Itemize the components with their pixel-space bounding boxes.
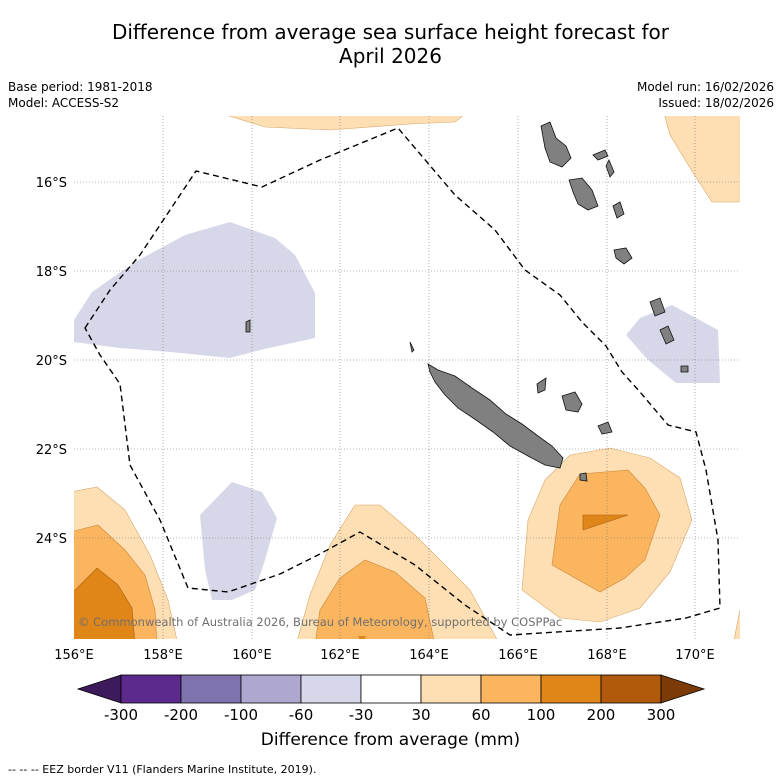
- fiji-west-2: [659, 325, 675, 345]
- colorbar-tick-label: -30: [349, 706, 374, 724]
- ambae: [592, 149, 609, 161]
- malekula: [568, 177, 599, 211]
- colorbar-segment: [180, 674, 242, 704]
- contour-100-southcentral: [358, 636, 366, 639]
- colorbar-tick-label: -60: [289, 706, 314, 724]
- colorbar-tick-label: 100: [527, 706, 556, 724]
- footnote: -- -- -- EEZ border V11 (Flanders Marine…: [8, 763, 317, 776]
- new-caledonia-island: [427, 363, 564, 469]
- issued-date: Issued: 18/02/2026: [658, 96, 774, 110]
- eez-border: [84, 127, 721, 636]
- colorbar-tick-label: -200: [164, 706, 198, 724]
- lat-label: 18°S: [36, 265, 67, 280]
- colorbar-tick-label: -100: [224, 706, 258, 724]
- colorbar-segment: [240, 674, 302, 704]
- colorbar-segment: [120, 674, 182, 704]
- lon-label: 158°E: [143, 648, 183, 663]
- map-plot-area: [74, 116, 740, 639]
- contour-neg-east: [626, 305, 720, 383]
- contour-60-southeast: [551, 469, 661, 593]
- colorbar-segment: [360, 674, 422, 704]
- model-run: Model run: 16/02/2026: [636, 80, 774, 94]
- lat-label: 22°S: [36, 443, 67, 458]
- copyright-text: © Commonwealth of Australia 2026, Bureau…: [78, 615, 562, 629]
- islet-west: [245, 319, 251, 333]
- pentecost: [605, 159, 615, 178]
- lon-label: 162°E: [320, 648, 360, 663]
- fiji-west-3: [680, 365, 689, 373]
- lon-label: 160°E: [232, 648, 272, 663]
- meta-left: Base period: 1981-2018 Model: ACCESS-S2: [8, 79, 153, 111]
- base-period: Base period: 1981-2018: [8, 80, 153, 94]
- model-name: Model: ACCESS-S2: [8, 96, 120, 110]
- contour-neg-south: [200, 482, 277, 600]
- map-title: Difference from average sea surface heig…: [0, 20, 781, 68]
- lon-label: 168°E: [587, 648, 627, 663]
- contour-pos-northeast: [664, 116, 740, 203]
- lon-label: 170°E: [675, 648, 715, 663]
- lon-labels: 156°E 158°E 160°E 162°E 164°E 166°E 168°…: [54, 648, 715, 663]
- contour-pos-far-east: [733, 609, 740, 639]
- colorbar-tick-label: -300: [104, 706, 138, 724]
- lon-label: 164°E: [409, 648, 449, 663]
- lat-label: 16°S: [36, 176, 67, 191]
- lat-labels: 16°S 18°S 20°S 22°S 24°S: [36, 176, 67, 547]
- belep-islands: [409, 341, 415, 353]
- colorbar-segment: [420, 674, 482, 704]
- loyalty-island-3: [597, 421, 613, 435]
- efate: [612, 201, 625, 219]
- erromango: [613, 247, 633, 265]
- contour-100-southwest: [74, 567, 135, 639]
- colorbar: -300 -200 -100 -60 -30 30 60 100 200 300: [76, 674, 706, 724]
- colorbar-arrow-left: [76, 674, 122, 704]
- fiji-west-1: [649, 297, 666, 317]
- colorbar-segment: [540, 674, 602, 704]
- colorbar-arrow-right: [660, 674, 706, 704]
- colorbar-label: Difference from average (mm): [260, 730, 521, 750]
- lat-label: 20°S: [36, 354, 67, 369]
- lon-label: 166°E: [498, 648, 538, 663]
- contour-pos-north: [228, 116, 463, 131]
- small-island-ne: [579, 472, 588, 482]
- lon-label: 156°E: [54, 648, 94, 663]
- contour-100-southeast: [582, 514, 629, 531]
- landmasses: [245, 121, 689, 482]
- contour-neg-west: [74, 222, 315, 358]
- loyalty-island-2: [561, 391, 583, 413]
- meta-right: Model run: 16/02/2026 Issued: 18/02/2026: [637, 79, 774, 111]
- colorbar-segment: [600, 674, 662, 704]
- colorbar-tick-label: 200: [587, 706, 616, 724]
- colorbar-tick-label: 60: [471, 706, 490, 724]
- title-line-1: Difference from average sea surface heig…: [111, 20, 670, 44]
- colorbar-segment: [300, 674, 362, 704]
- loyalty-island-1: [536, 377, 547, 394]
- lat-label: 24°S: [36, 532, 67, 547]
- colorbar-tick-label: 300: [647, 706, 676, 724]
- espiritu-santo: [540, 121, 572, 168]
- colorbar-tick-label: 30: [411, 706, 430, 724]
- gridlines: [74, 116, 740, 639]
- contour-60-southcentral: [315, 559, 435, 639]
- title-line-2: April 2026: [339, 44, 442, 68]
- colorbar-segment: [480, 674, 542, 704]
